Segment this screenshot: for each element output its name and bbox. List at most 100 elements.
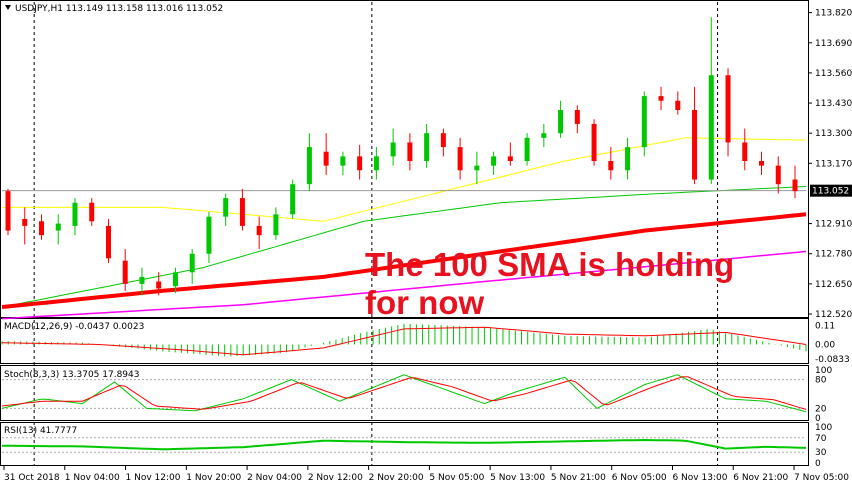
annotation-line-1: The 100 SMA is holding xyxy=(365,246,734,283)
price-tick-label: 112.520 xyxy=(815,310,852,320)
candle-body xyxy=(273,214,279,236)
time-tick-label: 5 Nov 13:00 xyxy=(490,473,545,483)
candle-body xyxy=(558,110,564,134)
candle-body xyxy=(105,225,111,259)
candle-body xyxy=(55,223,61,231)
current-price-box xyxy=(810,184,852,197)
candle-body xyxy=(189,253,195,273)
candle-body xyxy=(692,110,698,180)
price-tick-label: 113.170 xyxy=(815,159,852,169)
time-tick-label: 2 Nov 12:00 xyxy=(308,473,363,483)
macd-label: MACD(12,26,9) -0.0437 0.0023 xyxy=(4,322,144,332)
price-tick-label: 113.820 xyxy=(815,9,852,19)
time-tick-label: 2 Nov 20:00 xyxy=(369,473,424,483)
price-tick-label: 112.650 xyxy=(815,280,852,290)
price-axis: 113.820 113.690 113.560 113.430 113.300 113.1… xyxy=(808,9,852,320)
candle-body xyxy=(641,96,647,148)
candle-body xyxy=(256,225,262,236)
macd-tick-label: 0.11 xyxy=(815,321,835,331)
candle-body xyxy=(708,75,714,180)
candle-body xyxy=(440,133,446,148)
candle-body xyxy=(792,179,798,192)
candle-body xyxy=(323,151,329,166)
candle-body xyxy=(239,198,245,226)
stoch-tick-label: 100 xyxy=(815,366,832,376)
candle-body xyxy=(507,156,513,161)
candle-body xyxy=(591,123,597,161)
candle-body xyxy=(373,156,379,171)
macd-indicator: 0.11 0.00 -0.0833 xyxy=(1,321,850,365)
time-tick-label: 31 Oct 2018 xyxy=(4,473,60,483)
sma_fast-line xyxy=(2,137,807,222)
candle-body xyxy=(742,142,748,161)
stoch-tick-label: 0 xyxy=(815,414,821,424)
candle-body xyxy=(658,96,664,101)
current-price-label: 113.052 xyxy=(812,187,849,197)
rsi-tick-label: 30 xyxy=(815,448,827,458)
rsi-tick-label: 70 xyxy=(815,434,827,444)
time-tick-label: 1 Nov 20:00 xyxy=(186,473,241,483)
rsi-line xyxy=(1,438,807,451)
symbol-header: USDJPY,H1 113.149 113.158 113.016 113.05… xyxy=(15,4,223,14)
candle-body xyxy=(38,221,44,236)
stoch-tick-label: 80 xyxy=(815,376,827,386)
candle-body xyxy=(574,110,580,124)
price-tick-label: 112.910 xyxy=(815,220,852,230)
stoch-label: Stoch(8,3,3) 13.3705 17.8943 xyxy=(4,370,139,380)
time-tick-label: 2 Nov 04:00 xyxy=(247,473,302,483)
candle-body xyxy=(206,216,212,254)
candle-body xyxy=(524,137,530,161)
candle-body xyxy=(5,191,11,231)
candle-body xyxy=(775,165,781,185)
moving-averages xyxy=(1,137,807,320)
candle-body xyxy=(139,276,145,284)
macd-signal-line xyxy=(1,326,807,356)
candle-body xyxy=(340,156,346,166)
price-tick-label: 112.780 xyxy=(815,250,852,260)
price-tick-label: 113.560 xyxy=(815,69,852,79)
candle-body xyxy=(89,202,95,222)
candle-body xyxy=(608,161,614,171)
time-tick-label: 6 Nov 05:00 xyxy=(612,473,667,483)
candle-body xyxy=(223,198,229,217)
candle-body xyxy=(457,147,463,171)
macd-tick-label: -0.0833 xyxy=(815,355,850,365)
time-tick-label: 5 Nov 21:00 xyxy=(551,473,606,483)
candle-body xyxy=(725,75,731,143)
candle-body xyxy=(22,218,28,226)
time-tick-label: 5 Nov 05:00 xyxy=(429,473,484,483)
time-tick-label: 1 Nov 12:00 xyxy=(126,473,181,483)
price-tick-label: 113.300 xyxy=(815,129,852,139)
stoch-tick-label: 20 xyxy=(815,404,827,414)
candle-body xyxy=(72,202,78,226)
rsi-label: RSI(13) 41.7777 xyxy=(4,426,77,436)
sma_slow-line xyxy=(1,250,807,320)
time-tick-label: 7 Nov 05:00 xyxy=(794,473,849,483)
sma_mid-line xyxy=(1,186,807,308)
candlesticks xyxy=(5,17,798,296)
stoch-main-line xyxy=(1,374,807,413)
rsi-tick-label: 100 xyxy=(815,423,832,433)
price-tick-label: 113.430 xyxy=(815,99,852,109)
candle-body xyxy=(390,142,396,157)
candle-body xyxy=(541,133,547,138)
price-tick-label: 113.690 xyxy=(815,39,852,49)
sma_100-line xyxy=(1,212,807,309)
period-separators xyxy=(33,2,719,466)
rsi-panel xyxy=(0,422,809,466)
candle-body xyxy=(474,165,480,171)
candle-body xyxy=(122,260,128,284)
candle-body xyxy=(357,156,363,171)
candle-body xyxy=(407,142,413,161)
candle-body xyxy=(675,100,681,110)
candle-body xyxy=(306,147,312,185)
candle-body xyxy=(156,281,162,289)
time-axis: 31 Oct 2018 1 Nov 04:00 1 Nov 12:00 1 Nov 2… xyxy=(3,466,849,483)
collapse-triangle-icon[interactable] xyxy=(5,5,11,10)
candle-body xyxy=(172,272,178,287)
time-tick-label: 6 Nov 21:00 xyxy=(733,473,788,483)
time-tick-label: 6 Nov 13:00 xyxy=(672,473,727,483)
